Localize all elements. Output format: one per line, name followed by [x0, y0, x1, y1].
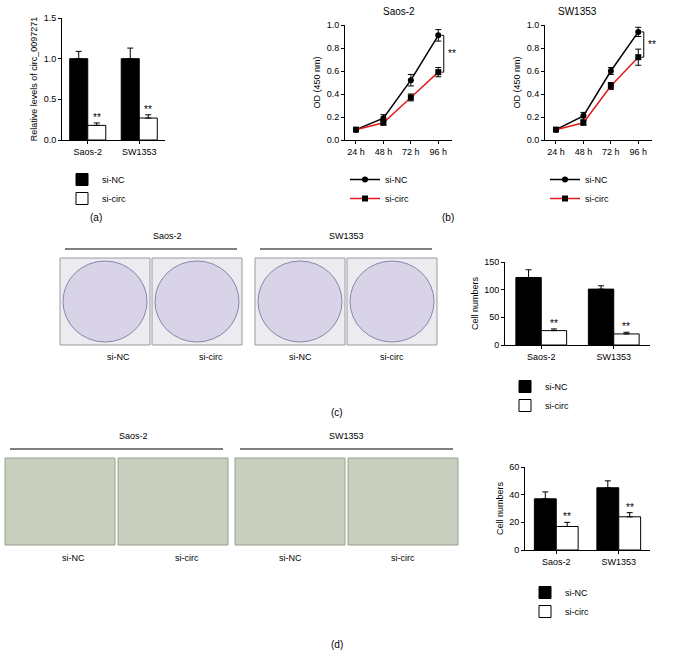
svg-text:Saos-2: Saos-2	[73, 147, 102, 157]
svg-text:**: **	[648, 39, 656, 50]
svg-text:60: 60	[509, 462, 519, 472]
svg-text:si-NC: si-NC	[289, 352, 312, 362]
svg-text:SW1353: SW1353	[558, 6, 597, 17]
svg-text:0.0: 0.0	[527, 135, 540, 145]
svg-text:40: 40	[509, 490, 519, 500]
svg-text:SW1353: SW1353	[329, 231, 364, 241]
svg-text:si-NC: si-NC	[102, 175, 125, 185]
svg-text:si-circ: si-circ	[199, 352, 223, 362]
svg-text:1.5: 1.5	[44, 13, 57, 23]
svg-text:0: 0	[514, 545, 519, 555]
svg-text:Cell numbers: Cell numbers	[495, 481, 505, 535]
svg-text:48 h: 48 h	[375, 147, 393, 157]
svg-text:SW1353: SW1353	[329, 431, 364, 441]
svg-text:1.0: 1.0	[44, 54, 57, 64]
svg-text:0.8: 0.8	[527, 43, 540, 53]
svg-text:si-circ: si-circ	[565, 607, 589, 617]
svg-text:(b): (b)	[442, 212, 454, 223]
svg-text:24 h: 24 h	[547, 147, 565, 157]
svg-text:0.0: 0.0	[327, 135, 340, 145]
svg-text:si-circ: si-circ	[545, 401, 569, 411]
svg-text:si-NC: si-NC	[565, 588, 588, 598]
svg-text:si-NC: si-NC	[107, 352, 130, 362]
svg-text:20: 20	[509, 517, 519, 527]
svg-text:(c): (c)	[331, 407, 343, 418]
svg-text:OD (450 nm): OD (450 nm)	[512, 56, 522, 108]
svg-text:1.0: 1.0	[527, 20, 540, 30]
svg-text:48 h: 48 h	[575, 147, 593, 157]
svg-text:**: **	[626, 502, 634, 513]
svg-text:150: 150	[484, 257, 499, 267]
svg-text:Saos-2: Saos-2	[153, 231, 182, 241]
svg-text:72 h: 72 h	[602, 147, 620, 157]
svg-text:**: **	[448, 48, 456, 59]
svg-text:0.6: 0.6	[527, 66, 540, 76]
svg-text:si-circ: si-circ	[175, 553, 199, 563]
svg-text:24 h: 24 h	[347, 147, 365, 157]
svg-text:Relative levels of circ_009727: Relative levels of circ_0097271	[29, 17, 39, 142]
svg-text:si-circ: si-circ	[102, 194, 126, 204]
svg-text:**: **	[550, 318, 558, 329]
svg-text:0.2: 0.2	[327, 112, 340, 122]
svg-text:**: **	[622, 321, 630, 332]
svg-text:Saos-2: Saos-2	[542, 557, 571, 567]
svg-text:si-NC: si-NC	[279, 553, 302, 563]
svg-text:si-NC: si-NC	[385, 175, 408, 185]
svg-text:si-NC: si-NC	[545, 382, 568, 392]
svg-text:0.5: 0.5	[44, 94, 57, 104]
svg-text:100: 100	[484, 285, 499, 295]
svg-text:OD (450 nm): OD (450 nm)	[312, 56, 322, 108]
svg-text:si-circ: si-circ	[380, 352, 404, 362]
svg-text:0.4: 0.4	[527, 89, 540, 99]
svg-text:(a): (a)	[90, 212, 102, 223]
svg-text:0: 0	[494, 340, 499, 350]
svg-text:0.4: 0.4	[327, 89, 340, 99]
svg-text:1.0: 1.0	[327, 20, 340, 30]
svg-text:0.6: 0.6	[327, 66, 340, 76]
svg-text:0.8: 0.8	[327, 43, 340, 53]
svg-text:0.2: 0.2	[527, 112, 540, 122]
svg-text:si-circ: si-circ	[585, 194, 609, 204]
svg-text:**: **	[93, 112, 101, 123]
svg-text:**: **	[144, 104, 152, 115]
svg-text:si-circ: si-circ	[391, 553, 415, 563]
svg-text:Saos-2: Saos-2	[119, 431, 148, 441]
svg-text:96 h: 96 h	[430, 147, 448, 157]
svg-text:si-NC: si-NC	[62, 553, 85, 563]
svg-text:SW1353: SW1353	[596, 352, 631, 362]
svg-text:Saos-2: Saos-2	[383, 6, 415, 17]
svg-text:(d): (d)	[331, 639, 343, 650]
svg-text:**: **	[563, 511, 571, 522]
svg-text:si-circ: si-circ	[385, 194, 409, 204]
svg-text:72 h: 72 h	[402, 147, 420, 157]
svg-text:SW1353: SW1353	[601, 557, 636, 567]
svg-text:Cell numbers: Cell numbers	[470, 276, 480, 330]
svg-text:si-NC: si-NC	[585, 175, 608, 185]
svg-text:0.0: 0.0	[44, 135, 57, 145]
svg-text:50: 50	[489, 312, 499, 322]
svg-text:96 h: 96 h	[630, 147, 648, 157]
svg-text:SW1353: SW1353	[122, 147, 157, 157]
svg-text:Saos-2: Saos-2	[527, 352, 556, 362]
